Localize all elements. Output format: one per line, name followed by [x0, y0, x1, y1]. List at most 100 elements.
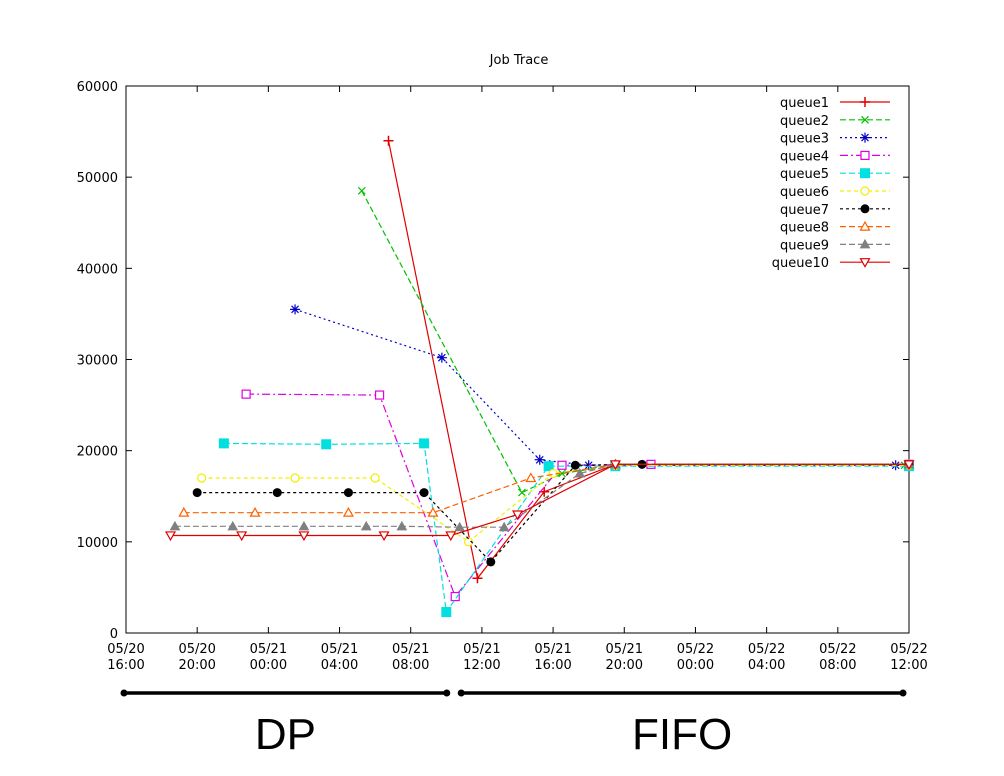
legend-label: queue5 — [780, 167, 829, 182]
phase-bar-end — [120, 689, 128, 697]
data-point-queue2 — [357, 186, 366, 195]
x-tick-label: 05/21 16:00 — [534, 642, 571, 673]
data-point-queue9 — [360, 520, 372, 531]
legend-entry-queue2: queue2 — [780, 114, 890, 129]
x-tick-label: 05/22 08:00 — [819, 642, 856, 673]
legend-swatch-marker — [860, 168, 870, 179]
x-tick-label: 05/21 12:00 — [463, 642, 500, 673]
x-tick-label: 05/22 12:00 — [890, 642, 927, 673]
data-point-queue10 — [511, 510, 524, 521]
series-line-queue10 — [170, 463, 909, 537]
series-line-queue9 — [174, 463, 909, 528]
legend-label: queue8 — [780, 221, 829, 236]
series-line-queue7 — [197, 463, 909, 563]
legend-entry-queue7: queue7 — [780, 203, 890, 218]
phase-annotations: DP FIFO — [120, 689, 907, 759]
legend-swatch-marker — [860, 132, 870, 143]
legend-label: queue3 — [780, 132, 829, 147]
phase-fifo: FIFO — [457, 689, 907, 759]
legend-entry-queue9: queue9 — [780, 238, 890, 253]
data-point-queue10 — [609, 460, 621, 471]
x-tick-label: 05/20 16:00 — [107, 642, 144, 673]
data-point-queue10 — [236, 531, 248, 542]
y-tick-label: 20000 — [77, 445, 118, 460]
data-point-queue9 — [227, 520, 239, 531]
data-point-queue9 — [169, 520, 181, 531]
legend-entry-queue8: queue8 — [780, 221, 890, 236]
legend-label: queue6 — [780, 185, 829, 200]
y-tick-label: 60000 — [77, 80, 118, 95]
data-point-queue5 — [441, 607, 452, 618]
series-line-queue3 — [294, 308, 896, 466]
series-line-queue8 — [183, 463, 909, 514]
data-point-queue4 — [241, 389, 251, 399]
legend-entry-queue10: queue10 — [772, 256, 890, 271]
data-point-queue9 — [574, 467, 586, 478]
data-point-queue3 — [534, 454, 545, 465]
y-tick-label: 30000 — [77, 354, 118, 369]
data-point-queue9 — [454, 521, 466, 532]
y-axis: 0 10000 20000 30000 40000 50000 60000 — [77, 80, 909, 642]
legend: queue1 queue2 queue3 queue4 queue5 queue6 queu… — [772, 96, 890, 271]
y-tick-label: 40000 — [77, 262, 118, 277]
legend-entry-queue5: queue5 — [780, 167, 890, 182]
data-point-queue8 — [178, 506, 190, 517]
x-tick-label: 05/21 08:00 — [392, 642, 429, 673]
legend-label: queue7 — [780, 203, 829, 218]
x-tick-label: 05/21 20:00 — [606, 642, 643, 673]
data-point-queue5 — [419, 438, 430, 449]
data-point-queue6 — [290, 473, 300, 483]
legend-label: queue2 — [780, 114, 829, 129]
x-axis: 05/20 16:00 05/20 20:00 05/21 00:00 05/21 04:00… — [107, 86, 928, 673]
data-point-queue7 — [272, 488, 282, 498]
legend-entry-queue6: queue6 — [780, 185, 890, 200]
data-point-queue3 — [436, 352, 447, 363]
data-point-queue5 — [218, 438, 229, 449]
data-point-queue9 — [396, 520, 408, 531]
legend-label: queue10 — [772, 256, 829, 271]
series-line-queue2 — [361, 190, 905, 494]
legend-entry-queue1: queue1 — [780, 96, 890, 111]
legend-entry-queue3: queue3 — [780, 132, 890, 147]
data-point-queue8 — [427, 506, 439, 517]
legend-swatch-marker — [859, 258, 871, 268]
data-point-queue6 — [197, 473, 207, 483]
legend-swatch-marker — [859, 220, 871, 231]
data-point-queue1 — [383, 135, 394, 146]
data-point-queue7 — [486, 557, 496, 567]
data-point-queue8 — [342, 506, 354, 517]
series-line-queue1 — [387, 140, 909, 580]
legend-label: queue1 — [780, 96, 829, 111]
data-point-queue8 — [525, 472, 537, 483]
x-tick-label: 05/21 00:00 — [250, 642, 287, 673]
y-tick-label: 50000 — [77, 171, 118, 186]
y-tick-label: 0 — [110, 627, 118, 642]
data-point-queue9 — [298, 520, 310, 531]
data-point-queue8 — [249, 506, 261, 517]
legend-swatch-marker — [860, 97, 870, 107]
data-point-queue7 — [343, 488, 353, 498]
legend-swatch-marker — [859, 238, 871, 249]
data-point-queue5 — [321, 439, 332, 450]
data-point-queue10 — [445, 531, 457, 542]
series-queue1 — [383, 135, 914, 584]
series-queue4 — [241, 389, 914, 602]
data-point-queue7 — [192, 488, 202, 498]
phase-bar-end — [443, 689, 451, 697]
x-tick-label: 05/20 20:00 — [178, 642, 215, 673]
legend-swatch-marker — [860, 186, 870, 196]
data-point-queue7 — [419, 488, 429, 498]
legend-swatch-marker — [860, 150, 870, 160]
data-point-queue9 — [498, 521, 510, 532]
data-point-queue10 — [378, 531, 390, 542]
phase-label: DP — [255, 710, 316, 759]
data-point-queue2 — [558, 469, 566, 478]
data-point-queue6 — [370, 473, 380, 483]
legend-label: queue4 — [780, 149, 829, 164]
data-point-queue4 — [450, 591, 460, 602]
data-point-queue2 — [518, 488, 526, 497]
x-tick-label: 05/22 04:00 — [748, 642, 785, 673]
series-layer — [164, 135, 915, 618]
data-point-queue10 — [298, 531, 310, 542]
